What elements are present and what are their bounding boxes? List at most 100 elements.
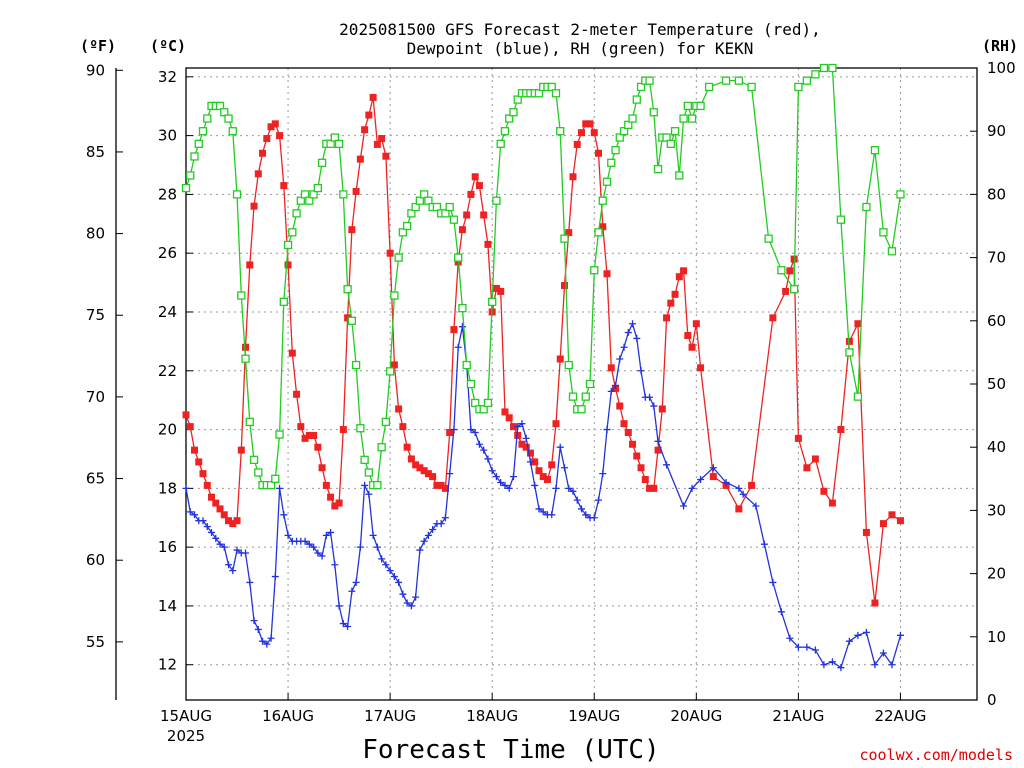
dewpoint-point — [369, 531, 377, 539]
rh-point — [254, 468, 263, 477]
rh-point — [245, 417, 254, 427]
rh-point — [279, 297, 288, 306]
temperature-point — [361, 126, 369, 134]
temperature-point — [782, 287, 790, 295]
rh-tick-label: 50 — [987, 375, 1006, 393]
temperature-point — [378, 135, 386, 143]
rh-point — [407, 209, 416, 218]
rh-point — [581, 392, 590, 401]
temperature-point — [437, 481, 445, 489]
fahrenheit-tick-label: 70 — [86, 388, 105, 406]
temperature-point — [633, 452, 641, 460]
rh-tick-label: 80 — [987, 185, 1006, 203]
dewpoint-point — [471, 429, 479, 437]
temperature-point — [199, 470, 207, 478]
temperature-point — [195, 458, 203, 466]
temperature-point — [310, 431, 318, 439]
rh-point — [734, 76, 743, 85]
dewpoint-point — [467, 426, 475, 434]
rh-point — [237, 291, 246, 300]
rh-point — [879, 228, 888, 237]
rh-point — [449, 215, 459, 224]
temperature-point — [650, 484, 658, 492]
dewpoint-point — [233, 546, 241, 554]
series-layer — [181, 63, 905, 672]
rh-point — [590, 266, 599, 275]
temperature-point — [837, 426, 845, 434]
rh-point — [271, 474, 280, 483]
rh-point — [636, 82, 646, 92]
temperature-point — [276, 132, 284, 140]
rh-point — [317, 158, 327, 167]
dewpoint-point — [803, 643, 811, 651]
dewpoint-point — [186, 508, 194, 516]
dewpoint-point — [424, 531, 432, 539]
temperature-point — [548, 461, 556, 469]
temperature-point — [573, 140, 581, 148]
dewpoint-point — [220, 543, 228, 551]
temperature-point — [403, 443, 411, 451]
rh-point — [424, 196, 433, 205]
rh-point — [288, 228, 297, 237]
dewpoint-point — [352, 578, 360, 586]
x-tick-sublabel: 2025 — [167, 727, 205, 745]
temperature-point — [769, 314, 777, 322]
rh-point — [411, 202, 420, 212]
dewpoint-point — [361, 481, 369, 489]
celsius-tick-label: 18 — [158, 479, 177, 497]
axes: 12 14 16 18 20 22 24 26 28 30 32 55 60 65 70 75 80 85 90 0 1… — [86, 59, 1016, 745]
rh-point — [194, 139, 203, 148]
dewpoint-point — [386, 567, 394, 575]
dewpoint-point — [650, 402, 658, 410]
rh-point — [454, 253, 463, 262]
dewpoint-point — [896, 631, 904, 639]
temperature-point — [658, 405, 666, 413]
temperature-point — [407, 455, 415, 463]
dewpoint-point — [382, 561, 390, 569]
temperature-point — [509, 423, 517, 431]
rh-point — [356, 424, 365, 433]
dewpoint-point — [752, 502, 760, 510]
rh-point — [181, 183, 191, 193]
temperature-point — [637, 464, 645, 472]
dewpoint-point — [569, 487, 577, 495]
temperature-point — [471, 173, 479, 181]
dewpoint-point — [590, 514, 598, 522]
dewpoint-point — [446, 470, 454, 478]
rh-point — [811, 70, 820, 79]
temperature-point — [382, 152, 390, 160]
temperature-point — [616, 402, 624, 410]
x-tick-label: 22AUG — [874, 707, 926, 725]
dewpoint-point — [794, 643, 802, 651]
rh-point — [445, 202, 454, 212]
dewpoint-point — [526, 458, 534, 466]
dewpoint-point — [624, 329, 632, 337]
temperature-point — [786, 267, 794, 275]
rh-point — [653, 164, 663, 174]
rh-point — [862, 202, 871, 212]
temperature-point — [586, 120, 594, 128]
temperature-point — [233, 517, 241, 525]
temperature-point — [680, 267, 688, 275]
rh-point — [836, 215, 846, 224]
rh-point — [896, 190, 905, 199]
temperature-point — [879, 520, 887, 528]
dewpoint-point — [225, 561, 233, 569]
dewpoint-point — [497, 478, 505, 486]
temperature-point — [237, 446, 245, 454]
dewpoint-point — [505, 484, 513, 492]
rh-point — [326, 139, 335, 148]
temperature-point — [620, 420, 628, 428]
dewpoint-point — [276, 484, 284, 492]
dewpoint-point — [539, 508, 547, 516]
rh-line — [185, 67, 902, 486]
temperature-point — [450, 326, 458, 334]
rh-point — [313, 183, 322, 193]
dewpoint-point — [412, 593, 420, 601]
x-tick-label: 21AUG — [772, 707, 824, 725]
rh-point — [220, 108, 229, 117]
temperature-point — [191, 446, 199, 454]
dewpoint-point — [242, 549, 250, 557]
dewpoint-point — [271, 573, 279, 581]
dewpoint-point — [365, 490, 373, 498]
